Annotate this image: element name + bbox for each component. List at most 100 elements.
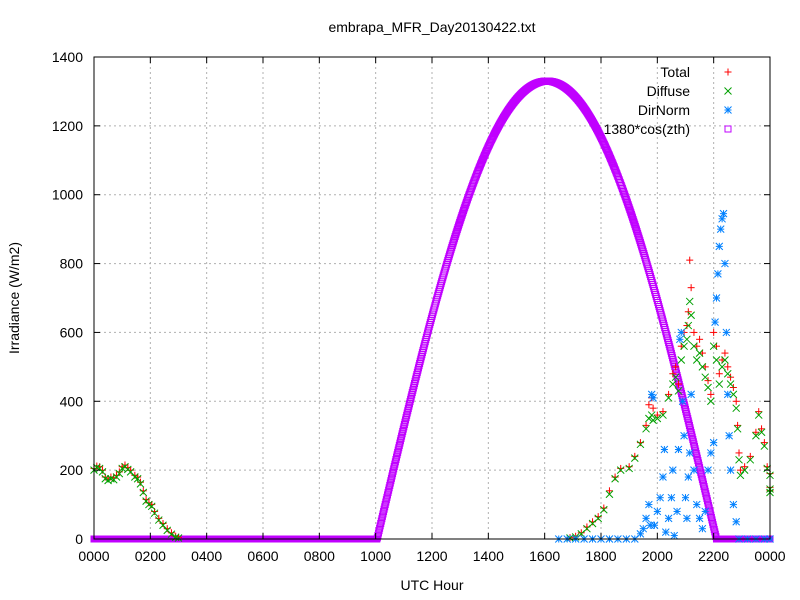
dirnorm-point: [683, 514, 691, 523]
dirnorm-point: [706, 449, 715, 457]
cos-zth-point: [393, 453, 401, 461]
dirnorm-point: [687, 390, 695, 399]
cos-zth-point: [695, 461, 703, 469]
total-point: [741, 463, 749, 471]
dirnorm-point: [674, 445, 683, 454]
cos-zth-point: [414, 364, 422, 372]
cos-zth-point: [418, 351, 426, 359]
dirnorm-point: [677, 328, 686, 337]
dirnorm-point: [642, 514, 650, 523]
cos-zth-point: [692, 447, 700, 455]
total-point: [710, 328, 718, 336]
x-tick-label: 1600: [529, 548, 560, 564]
cos-zth-point: [633, 228, 641, 236]
cos-zth-point: [451, 234, 459, 242]
diffuse-point: [599, 505, 608, 514]
cos-zth-point: [385, 484, 393, 492]
cos-zth-point: [411, 377, 419, 385]
x-axis-label: UTC Hour: [400, 577, 463, 593]
diffuse-point: [133, 474, 142, 483]
diffuse-point: [723, 369, 732, 378]
dirnorm-point: [716, 225, 725, 233]
cos-zth-point: [380, 508, 388, 516]
cos-zth-point: [697, 468, 705, 476]
total-point: [732, 397, 740, 405]
diffuse-point: [647, 411, 656, 419]
cos-zth-point: [412, 373, 420, 381]
total-point: [696, 335, 704, 343]
diffuse-point: [698, 363, 707, 371]
cos-zth-point: [386, 481, 394, 489]
legend-marker-0: [724, 68, 732, 76]
cos-zth-point: [683, 412, 691, 420]
dirnorm-point: [676, 335, 684, 344]
diffuse-point: [159, 521, 167, 530]
diffuse-point: [692, 356, 701, 364]
x-tick-label: 0600: [247, 548, 278, 564]
x-tick-label: 0000: [754, 548, 785, 564]
cos-zth-point: [381, 500, 389, 508]
dirnorm-point: [719, 209, 728, 218]
total-point: [659, 408, 667, 416]
total-point: [674, 380, 682, 388]
cos-zth-point: [389, 467, 397, 475]
diffuse-point: [712, 356, 721, 364]
legend-label-0: Total: [660, 64, 690, 80]
cos-zth-point: [416, 357, 424, 365]
y-tick-label: 1400: [52, 49, 83, 65]
total-point: [724, 363, 732, 371]
cos-zth-point: [634, 229, 642, 237]
diffuse-point: [653, 414, 662, 423]
diffuse-point: [690, 342, 698, 351]
cos-zth-point: [381, 503, 389, 511]
diffuse-point: [721, 356, 729, 364]
cos-zth-point: [687, 428, 695, 436]
cos-zth-point: [698, 475, 706, 483]
x-tick-label: 0000: [78, 548, 109, 564]
cos-zth-point: [636, 237, 644, 245]
diffuse-point: [136, 480, 145, 488]
total-point: [752, 428, 760, 436]
dirnorm-point: [653, 507, 662, 516]
cos-zth-point: [373, 534, 381, 542]
cos-zth-point: [706, 509, 714, 517]
diffuse-point: [709, 342, 718, 351]
dirnorm-point: [660, 445, 669, 454]
total-point: [653, 411, 661, 419]
cos-zth-point: [393, 451, 401, 459]
cos-zth-point: [398, 430, 406, 438]
dirnorm-point: [667, 493, 676, 502]
cos-zth-point: [387, 477, 395, 485]
cos-zth-point: [390, 463, 398, 471]
cos-zth-point: [701, 487, 709, 495]
total-point: [687, 284, 695, 292]
cos-zth-point: [399, 425, 407, 433]
diffuse-point: [726, 380, 735, 388]
cos-zth-point: [383, 491, 391, 499]
cos-zth-point: [691, 445, 699, 453]
diffuse-point: [683, 335, 691, 344]
diffuse-point: [736, 471, 745, 480]
diffuse-point: [760, 442, 769, 450]
total-point: [690, 328, 698, 336]
cos-zth-point: [410, 382, 418, 390]
cos-zth-point: [402, 416, 410, 424]
dirnorm-point: [715, 242, 724, 251]
cos-zth-point: [701, 485, 709, 493]
cos-zth-point: [670, 358, 678, 366]
total-point: [686, 256, 694, 264]
cos-zth-point: [699, 478, 707, 486]
cos-zth-point: [704, 499, 712, 507]
cos-zth-point: [632, 226, 640, 234]
diffuse-point: [167, 530, 176, 539]
diffuse-point: [616, 466, 625, 474]
cos-zth-point: [407, 395, 415, 403]
legend-label-1: Diffuse: [647, 83, 691, 99]
diffuse-point: [139, 488, 148, 497]
diffuse-point: [115, 469, 124, 478]
x-tick-label: 0800: [304, 548, 335, 564]
cos-zth-point: [374, 531, 382, 539]
dirnorm-point: [661, 528, 670, 536]
y-tick-label: 600: [60, 324, 84, 340]
